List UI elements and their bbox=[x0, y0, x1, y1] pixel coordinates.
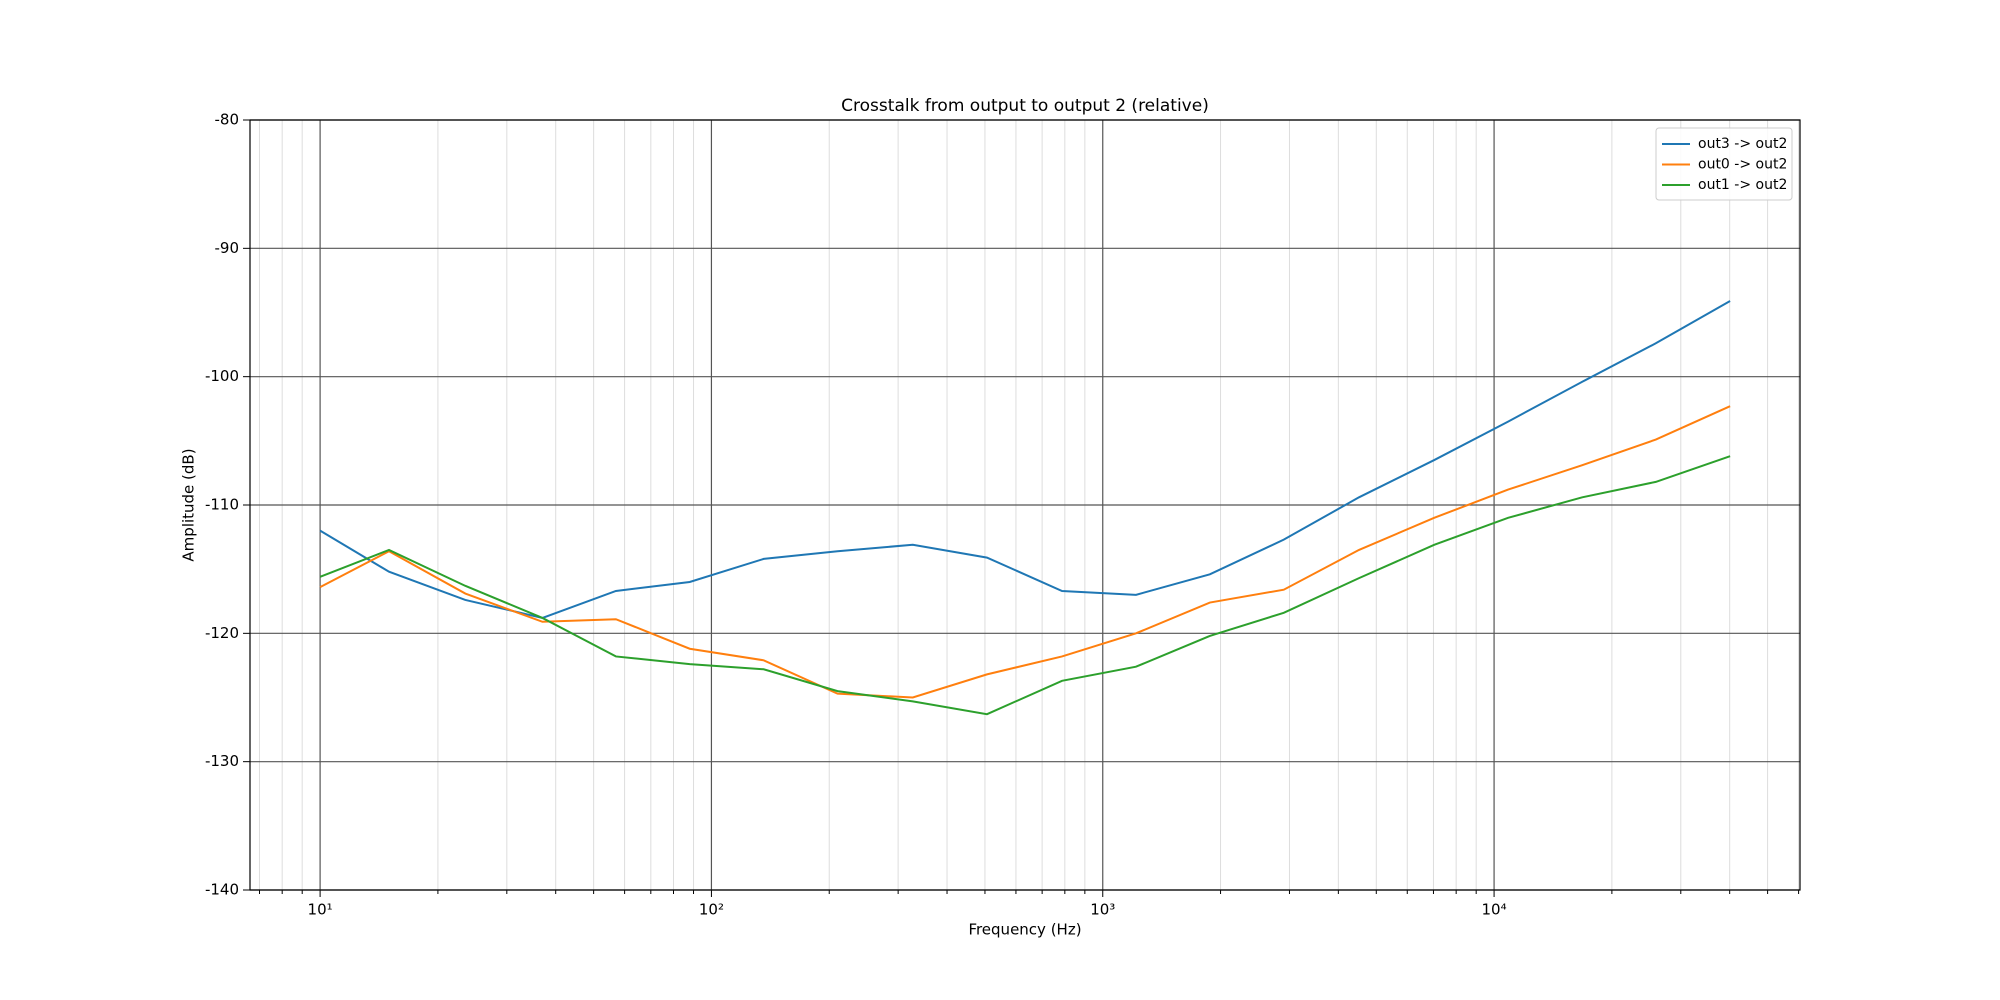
x-tick-label: 10² bbox=[699, 901, 724, 919]
legend: out3 -> out2 out0 -> out2 out1 -> out2 bbox=[1655, 127, 1793, 201]
x-tick-label: 10⁴ bbox=[1482, 901, 1507, 919]
series-line bbox=[319, 300, 1731, 619]
legend-label: out0 -> out2 bbox=[1698, 157, 1787, 173]
y-tick-label: -100 bbox=[205, 367, 239, 385]
legend-label: out3 -> out2 bbox=[1698, 136, 1787, 152]
y-tick-label: -130 bbox=[205, 752, 239, 770]
y-tick-label: -120 bbox=[205, 624, 239, 642]
legend-box bbox=[1655, 127, 1793, 201]
series-line bbox=[319, 455, 1731, 716]
series-line bbox=[319, 405, 1731, 699]
y-axis-label: Amplitude (dB) bbox=[180, 448, 198, 561]
plot-frame bbox=[249, 119, 1801, 891]
chart-title: Crosstalk from output to output 2 (relat… bbox=[841, 96, 1209, 116]
y-tick-label: -90 bbox=[215, 239, 240, 257]
y-tick-label: -140 bbox=[205, 881, 239, 899]
x-tick-label: 10³ bbox=[1090, 901, 1115, 919]
x-tick-label: 10¹ bbox=[308, 901, 333, 919]
x-axis-label: Frequency (Hz) bbox=[968, 921, 1081, 939]
legend-label: out1 -> out2 bbox=[1698, 177, 1787, 193]
y-tick-label: -110 bbox=[205, 496, 239, 514]
y-tick-label: -80 bbox=[215, 111, 240, 129]
